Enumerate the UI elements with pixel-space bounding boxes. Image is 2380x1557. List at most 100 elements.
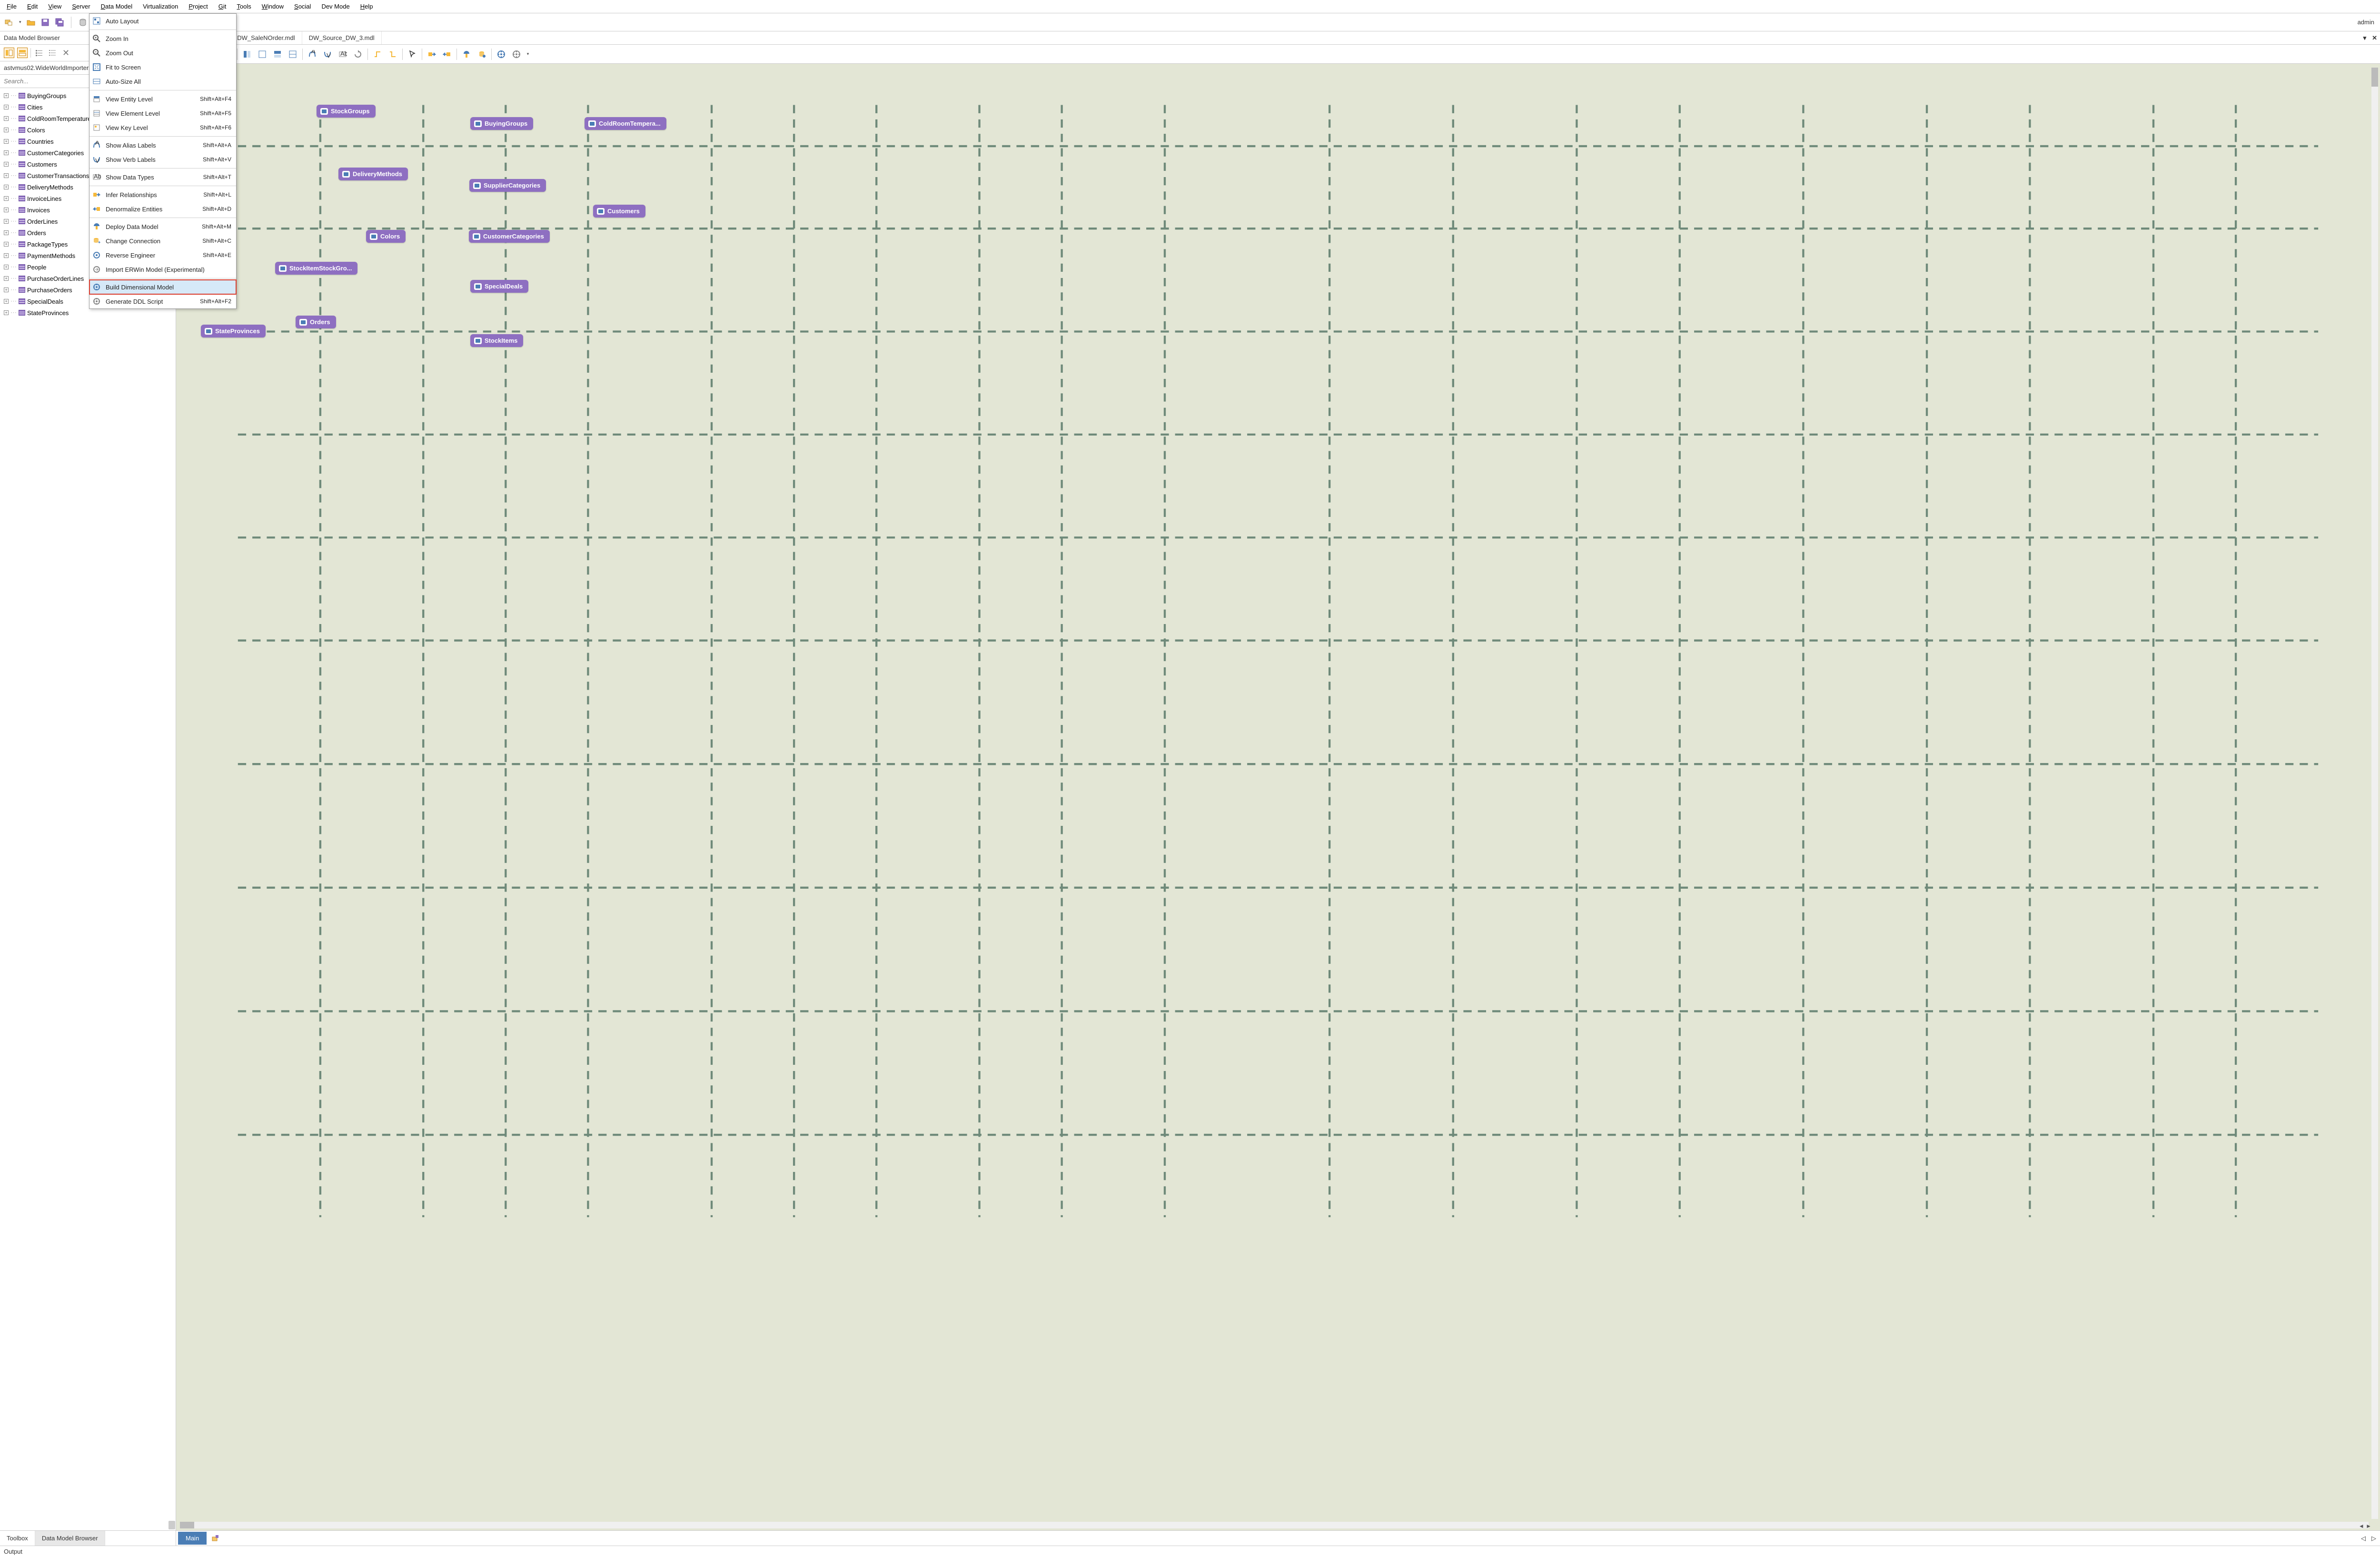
next-tab-button[interactable]: ▷ (2370, 1535, 2378, 1542)
open-folder-icon[interactable] (26, 18, 36, 27)
entity-StockItems[interactable]: StockItems (470, 334, 523, 347)
tab-main[interactable]: Main (178, 1532, 207, 1545)
expand-icon[interactable]: + (4, 185, 9, 189)
entity-SupplierCategories[interactable]: SupplierCategories (469, 179, 546, 192)
menu-virtualization[interactable]: Virtualization (138, 1, 183, 12)
expand-icon[interactable]: + (4, 219, 9, 224)
menu-social[interactable]: Social (289, 1, 316, 12)
menu-view[interactable]: View (43, 1, 66, 12)
menu-item-build-dimensional-model[interactable]: Build Dimensional Model (89, 280, 236, 294)
cursor-icon[interactable] (407, 49, 418, 60)
entity-Customers[interactable]: Customers (593, 205, 645, 218)
menu-item-view-entity-level[interactable]: View Entity LevelShift+Alt+F4 (89, 92, 236, 106)
menu-data-model[interactable]: Data Model (96, 1, 137, 12)
output-panel-title[interactable]: Output (0, 1546, 2380, 1557)
connector-2-icon[interactable] (387, 49, 398, 60)
menu-item-show-verb-labels[interactable]: VShow Verb LabelsShift+Alt+V (89, 152, 236, 167)
menu-item-reverse-engineer[interactable]: Reverse EngineerShift+Alt+E (89, 248, 236, 262)
menu-window[interactable]: Window (257, 1, 288, 12)
file-tab-2[interactable]: DW_Source_DW_3.mdl (302, 31, 382, 44)
layout-2-icon[interactable] (257, 49, 268, 60)
save-all-icon[interactable] (55, 18, 64, 27)
entity-ColdRoomTempera[interactable]: ColdRoomTempera... (585, 117, 666, 130)
infer-icon[interactable] (426, 49, 437, 60)
menu-project[interactable]: Project (184, 1, 212, 12)
build-dim-icon[interactable] (496, 49, 507, 60)
menu-item-import-erwin-model-experimental-[interactable]: Import ERWin Model (Experimental) (89, 262, 236, 277)
new-tab-button[interactable] (209, 1533, 221, 1544)
expand-icon[interactable]: + (4, 276, 9, 281)
tab-dropdown-button[interactable]: ▾ (2360, 34, 2370, 42)
view-mode-1-button[interactable] (4, 48, 14, 58)
entity-Colors[interactable]: Colors (366, 230, 406, 243)
menu-item-zoom-out[interactable]: Zoom Out (89, 46, 236, 60)
entity-DeliveryMethods[interactable]: DeliveryMethods (338, 168, 408, 180)
file-tab-1[interactable]: DW_SaleNOrder.mdl (230, 31, 302, 44)
ddl-icon[interactable] (511, 49, 522, 60)
v-scrollbar[interactable] (2371, 68, 2378, 1519)
verb-icon[interactable]: V (322, 49, 333, 60)
prev-tab-button[interactable]: ◁ (2359, 1535, 2368, 1542)
connector-1-icon[interactable] (372, 49, 383, 60)
alias-icon[interactable]: A (307, 49, 318, 60)
menu-item-infer-relationships[interactable]: Infer RelationshipsShift+Alt+L (89, 188, 236, 202)
entity-BuyingGroups[interactable]: BuyingGroups (470, 117, 533, 130)
menu-item-denormalize-entities[interactable]: Denormalize EntitiesShift+Alt+D (89, 202, 236, 216)
menu-help[interactable]: Help (356, 1, 378, 12)
menu-item-zoom-in[interactable]: Zoom In (89, 31, 236, 46)
expand-icon[interactable]: + (4, 196, 9, 201)
expand-icon[interactable]: + (4, 162, 9, 167)
menu-item-show-data-types[interactable]: Abc123#Show Data TypesShift+Alt+T (89, 170, 236, 184)
save-icon[interactable] (40, 18, 50, 27)
h-scrollbar[interactable] (180, 1522, 2369, 1528)
entity-CustomerCategories[interactable]: CustomerCategories (469, 230, 550, 243)
expand-icon[interactable]: + (4, 288, 9, 292)
menu-item-view-key-level[interactable]: View Key LevelShift+Alt+F6 (89, 120, 236, 135)
entity-Orders[interactable]: Orders (296, 316, 336, 328)
expand-icon[interactable]: + (4, 128, 9, 132)
scrollbar-thumb[interactable] (180, 1522, 194, 1528)
expand-icon[interactable]: + (4, 105, 9, 109)
scroll-nav[interactable]: ◄ ► (2359, 1523, 2371, 1529)
caret-icon[interactable]: ▾ (527, 51, 529, 57)
expand-icon[interactable]: + (4, 299, 9, 304)
db-icon[interactable] (78, 18, 88, 27)
view-mode-2-button[interactable] (17, 48, 28, 58)
expand-icon[interactable]: + (4, 150, 9, 155)
expand-icon[interactable]: + (4, 310, 9, 315)
menu-item-view-element-level[interactable]: View Element LevelShift+Alt+F5 (89, 106, 236, 120)
menu-item-auto-layout[interactable]: Auto Layout (89, 14, 236, 28)
refresh-icon[interactable] (352, 49, 364, 60)
caret-icon[interactable]: ▾ (19, 20, 21, 25)
menu-item-show-alias-labels[interactable]: AShow Alias LabelsShift+Alt+A (89, 138, 236, 152)
entity-StockGroups[interactable]: StockGroups (317, 105, 376, 118)
denorm-icon[interactable] (441, 49, 453, 60)
deploy-icon[interactable] (461, 49, 472, 60)
scrollbar-thumb[interactable] (169, 1521, 175, 1529)
list-view-2-button[interactable] (47, 48, 58, 58)
tab-browser[interactable]: Data Model Browser (35, 1531, 105, 1546)
expand-icon[interactable]: + (4, 265, 9, 269)
expand-icon[interactable]: + (4, 230, 9, 235)
expand-icon[interactable]: + (4, 139, 9, 144)
change-conn-icon[interactable] (476, 49, 487, 60)
entity-StockItemStockGro[interactable]: StockItemStockGro... (275, 262, 357, 275)
menu-server[interactable]: Server (67, 1, 95, 12)
menu-item-auto-size-all[interactable]: Auto-Size All (89, 74, 236, 89)
layout-1-icon[interactable] (241, 49, 253, 60)
menu-item-fit-to-screen[interactable]: Fit to Screen (89, 60, 236, 74)
layout-4-icon[interactable] (287, 49, 298, 60)
entity-StateProvinces[interactable]: StateProvinces (201, 325, 266, 337)
menu-tools[interactable]: Tools (232, 1, 256, 12)
expand-icon[interactable]: + (4, 242, 9, 247)
expand-icon[interactable]: + (4, 173, 9, 178)
types-icon[interactable]: Abc (337, 49, 348, 60)
menu-file[interactable]: File (2, 1, 21, 12)
new-connection-icon[interactable] (4, 18, 13, 27)
expand-icon[interactable]: + (4, 208, 9, 212)
layout-3-icon[interactable] (272, 49, 283, 60)
close-panel-button[interactable]: ✕ (62, 48, 69, 58)
tab-close-button[interactable]: ✕ (2369, 34, 2380, 42)
menu-git[interactable]: Git (214, 1, 231, 12)
menu-edit[interactable]: Edit (22, 1, 42, 12)
